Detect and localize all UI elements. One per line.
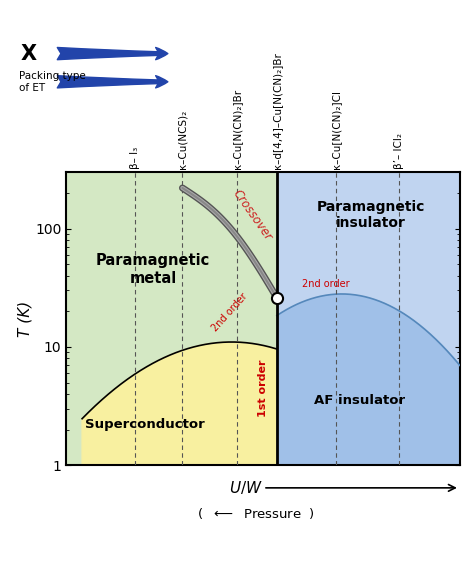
- Text: κ–Cu[N(CN)₂]Br: κ–Cu[N(CN)₂]Br: [233, 89, 243, 169]
- Text: Packing type
of ET: Packing type of ET: [19, 71, 86, 92]
- Text: $U/W$: $U/W$: [229, 479, 263, 496]
- Text: κ–d[4,4]–Cu[N(CN)₂]Br: κ–d[4,4]–Cu[N(CN)₂]Br: [272, 52, 282, 169]
- Text: Crossover: Crossover: [229, 187, 274, 243]
- Text: κ–Cu(NCS)₂: κ–Cu(NCS)₂: [177, 110, 187, 169]
- Text: κ–Cu[N(CN)₂]Cl: κ–Cu[N(CN)₂]Cl: [331, 90, 341, 169]
- Y-axis label: T (K): T (K): [18, 301, 32, 337]
- Text: β’– ICl₂: β’– ICl₂: [394, 133, 404, 169]
- Text: Superconductor: Superconductor: [85, 418, 205, 431]
- Text: 2nd order: 2nd order: [210, 292, 249, 333]
- Text: AF insulator: AF insulator: [314, 394, 405, 407]
- Text: 2nd order: 2nd order: [302, 279, 350, 289]
- Text: 1st order: 1st order: [258, 359, 268, 417]
- Bar: [277, 172, 460, 465]
- Text: Paramagnetic
insulator: Paramagnetic insulator: [317, 200, 426, 230]
- Text: (  $\longleftarrow$  Pressure  ): ( $\longleftarrow$ Pressure ): [197, 506, 315, 521]
- Polygon shape: [82, 342, 277, 465]
- Bar: [66, 172, 460, 465]
- Text: β– I₃: β– I₃: [130, 147, 140, 169]
- Text: Paramagnetic
metal: Paramagnetic metal: [96, 253, 210, 286]
- Text: X: X: [20, 43, 36, 64]
